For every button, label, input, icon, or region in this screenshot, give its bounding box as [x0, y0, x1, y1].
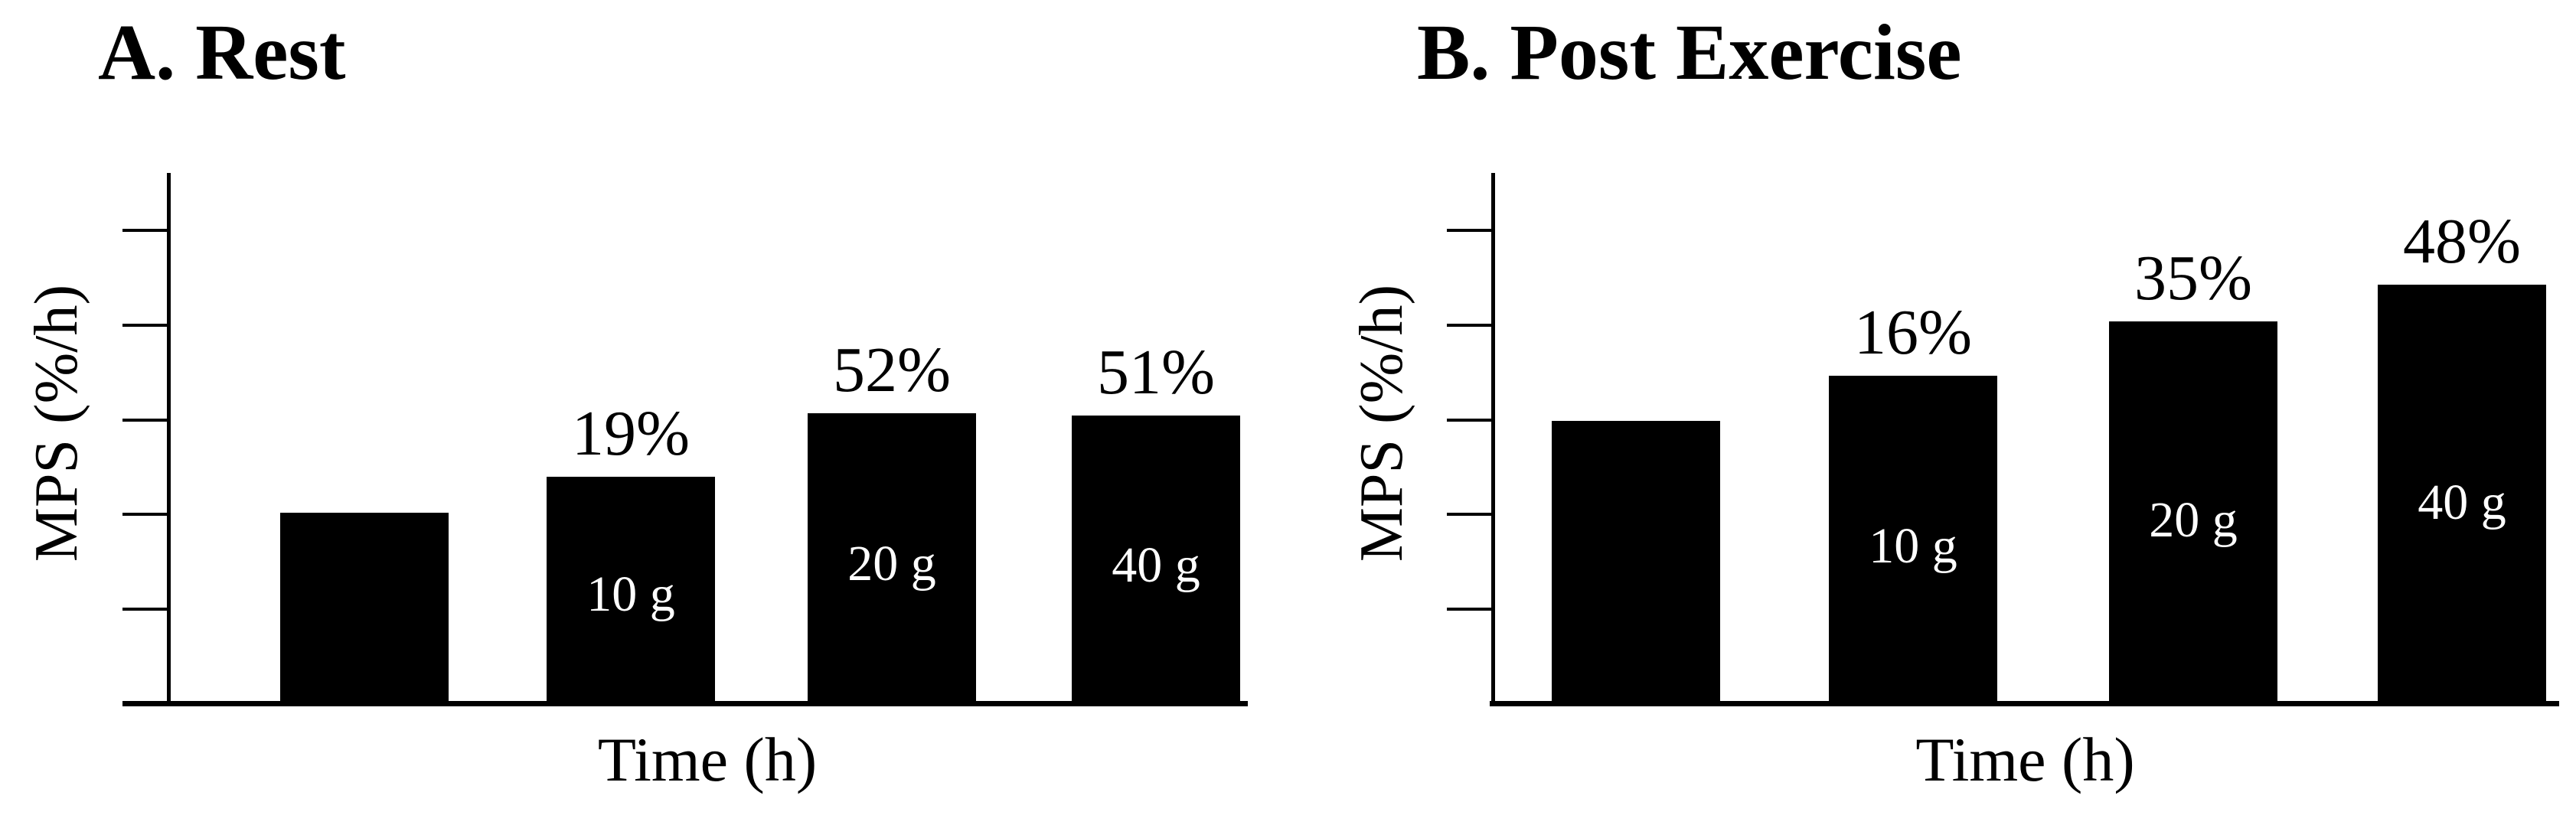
y-axis-tick	[1447, 418, 1491, 422]
bar-percent-label: 51%	[1097, 337, 1215, 409]
bar-dose-label: 10 g	[1869, 518, 1957, 575]
y-axis-tick	[1447, 513, 1491, 517]
x-axis-label: Time (h)	[1915, 725, 2135, 794]
y-axis-label: MPS (%/h)	[1348, 284, 1415, 562]
bar-percent-label: 16%	[1854, 297, 1972, 369]
bar-40g: 48% 40 g	[2378, 209, 2546, 704]
x-axis-line	[1490, 701, 2559, 706]
bar-10g: 16% 10 g	[1829, 301, 1997, 704]
bar-dose-label: 20 g	[2149, 492, 2238, 549]
y-axis-tick	[122, 418, 167, 422]
y-axis-tick	[122, 513, 167, 517]
bar-dose-label: 20 g	[847, 536, 936, 592]
bar-10g: 19% 10 g	[547, 401, 715, 704]
y-axis-tick	[1447, 607, 1491, 611]
y-axis-line	[167, 173, 171, 706]
y-axis-label: MPS (%/h)	[23, 284, 90, 562]
plot-area: 16% 10 g 35% 20 g 48% 40 g Time (h)	[1447, 173, 2559, 791]
plot-area: 19% 10 g 52% 20 g 51% 40 g Time (h)	[122, 173, 1248, 791]
bar-40g: 51% 40 g	[1072, 341, 1240, 704]
bar-20g: 35% 20 g	[2109, 246, 2277, 704]
panel-rest: A. Rest MPS (%/h) 19% 10 g 52% 20 g	[23, 8, 1248, 791]
bar-20g: 52% 20 g	[808, 337, 976, 704]
bar-percent-label: 48%	[2403, 205, 2521, 277]
panel-title-post-exercise: B. Post Exercise	[1417, 8, 1962, 96]
bar-dose-label: 10 g	[586, 566, 675, 623]
bar-dose-label: 40 g	[1112, 537, 1200, 594]
bar-dose-label: 40 g	[2418, 474, 2506, 530]
bar-control	[280, 513, 449, 704]
bar-percent-label: 52%	[833, 334, 951, 406]
y-axis-tick	[1447, 228, 1491, 232]
panel-post-exercise: B. Post Exercise MPS (%/h) 16% 10 g 35% …	[1288, 0, 2576, 815]
y-axis-tick	[122, 607, 167, 611]
y-axis-line	[1491, 173, 1495, 706]
bar-control	[1552, 421, 1720, 704]
x-axis-label: Time (h)	[597, 725, 818, 794]
y-axis-tick	[122, 228, 167, 232]
y-axis-tick	[122, 324, 167, 328]
y-axis-tick	[1447, 324, 1491, 328]
bar-percent-label: 35%	[2134, 243, 2252, 315]
bar-percent-label: 19%	[572, 397, 690, 469]
panel-title-rest: A. Rest	[98, 8, 346, 96]
